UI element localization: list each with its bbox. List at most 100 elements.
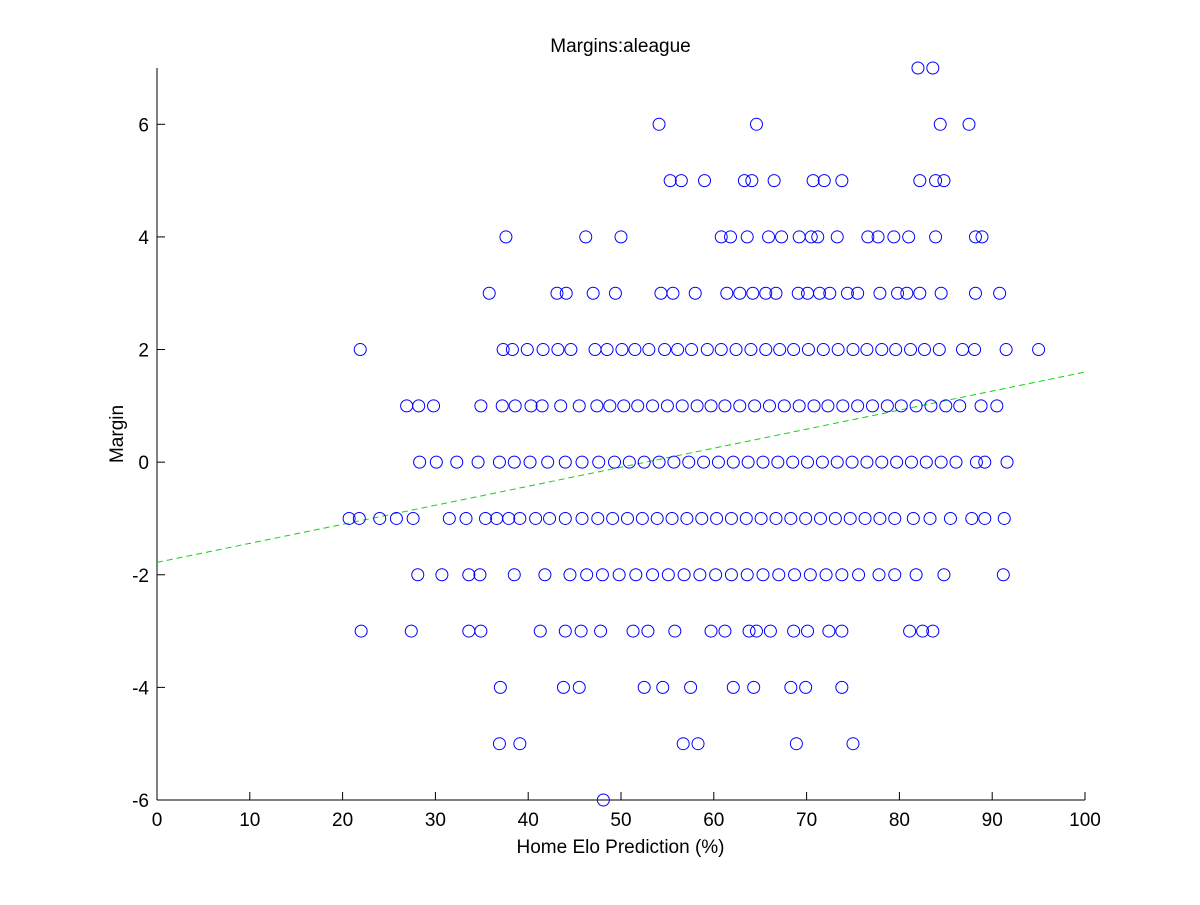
data-point [496, 343, 510, 357]
data-point [789, 737, 803, 751]
data-point [913, 286, 927, 300]
data-point [903, 624, 917, 638]
data-point [691, 737, 705, 751]
data-point [997, 511, 1011, 525]
data-point [617, 399, 631, 413]
data-point [771, 455, 785, 469]
points-layer [342, 61, 1046, 807]
data-point [748, 399, 762, 413]
data-point [873, 511, 887, 525]
data-point [923, 511, 937, 525]
data-point [747, 680, 761, 694]
data-point [628, 343, 642, 357]
data-point [741, 455, 755, 469]
data-point [680, 511, 694, 525]
data-point [513, 511, 527, 525]
data-point [840, 286, 854, 300]
data-point [974, 399, 988, 413]
data-point [911, 61, 925, 75]
data-point [937, 174, 951, 188]
data-point [823, 286, 837, 300]
data-point [749, 117, 763, 131]
chart-title: Margins:aleague [550, 36, 690, 57]
data-point [887, 230, 901, 244]
data-point [749, 624, 763, 638]
data-point [591, 511, 605, 525]
data-point [831, 343, 845, 357]
data-point [389, 511, 403, 525]
data-point [799, 511, 813, 525]
data-point [492, 737, 506, 751]
data-point [641, 624, 655, 638]
data-point [932, 343, 946, 357]
y-axis-label: Margin [107, 405, 128, 463]
data-point [962, 117, 976, 131]
data-point [563, 568, 577, 582]
data-point [462, 568, 476, 582]
data-point [685, 343, 699, 357]
data-point [937, 568, 951, 582]
data-point [520, 343, 534, 357]
data-point [594, 624, 608, 638]
data-point [505, 343, 519, 357]
data-point [654, 286, 668, 300]
data-point [590, 399, 604, 413]
data-point [559, 286, 573, 300]
data-point [1000, 455, 1014, 469]
data-point [435, 568, 449, 582]
data-point [493, 680, 507, 694]
data-point [835, 624, 849, 638]
data-point [541, 455, 555, 469]
data-point [759, 286, 773, 300]
data-point [978, 511, 992, 525]
data-point [354, 624, 368, 638]
data-point [676, 737, 690, 751]
data-point [828, 511, 842, 525]
data-point [724, 230, 738, 244]
data-point [801, 624, 815, 638]
data-point [965, 511, 979, 525]
data-point [704, 399, 718, 413]
x-tick-label: 100 [1069, 810, 1101, 831]
data-point [744, 343, 758, 357]
data-point [674, 174, 688, 188]
data-point [814, 511, 828, 525]
data-point [595, 568, 609, 582]
data-point [538, 568, 552, 582]
data-point [999, 343, 1013, 357]
data-point [801, 286, 815, 300]
data-point [740, 230, 754, 244]
data-point [550, 286, 564, 300]
data-point [675, 399, 689, 413]
data-point [953, 399, 967, 413]
data-point [551, 343, 565, 357]
data-point [724, 511, 738, 525]
data-point [450, 455, 464, 469]
data-point [459, 511, 473, 525]
data-point [775, 230, 789, 244]
data-point [495, 399, 509, 413]
data-point [933, 117, 947, 131]
data-point [709, 568, 723, 582]
data-point [769, 286, 783, 300]
data-point [906, 511, 920, 525]
data-point [631, 399, 645, 413]
data-point [777, 399, 791, 413]
data-point [787, 343, 801, 357]
data-point [412, 399, 426, 413]
data-point [872, 568, 886, 582]
x-tick-label: 90 [982, 810, 1003, 831]
data-point [943, 511, 957, 525]
data-point [502, 511, 516, 525]
data-point [913, 174, 927, 188]
data-point [603, 399, 617, 413]
data-point [871, 230, 885, 244]
data-point [772, 568, 786, 582]
x-tick-label: 80 [889, 810, 910, 831]
data-point [729, 343, 743, 357]
data-point [677, 568, 691, 582]
data-point [665, 511, 679, 525]
x-axis-label: Home Elo Prediction (%) [516, 837, 724, 858]
data-point [342, 511, 356, 525]
data-point [714, 230, 728, 244]
